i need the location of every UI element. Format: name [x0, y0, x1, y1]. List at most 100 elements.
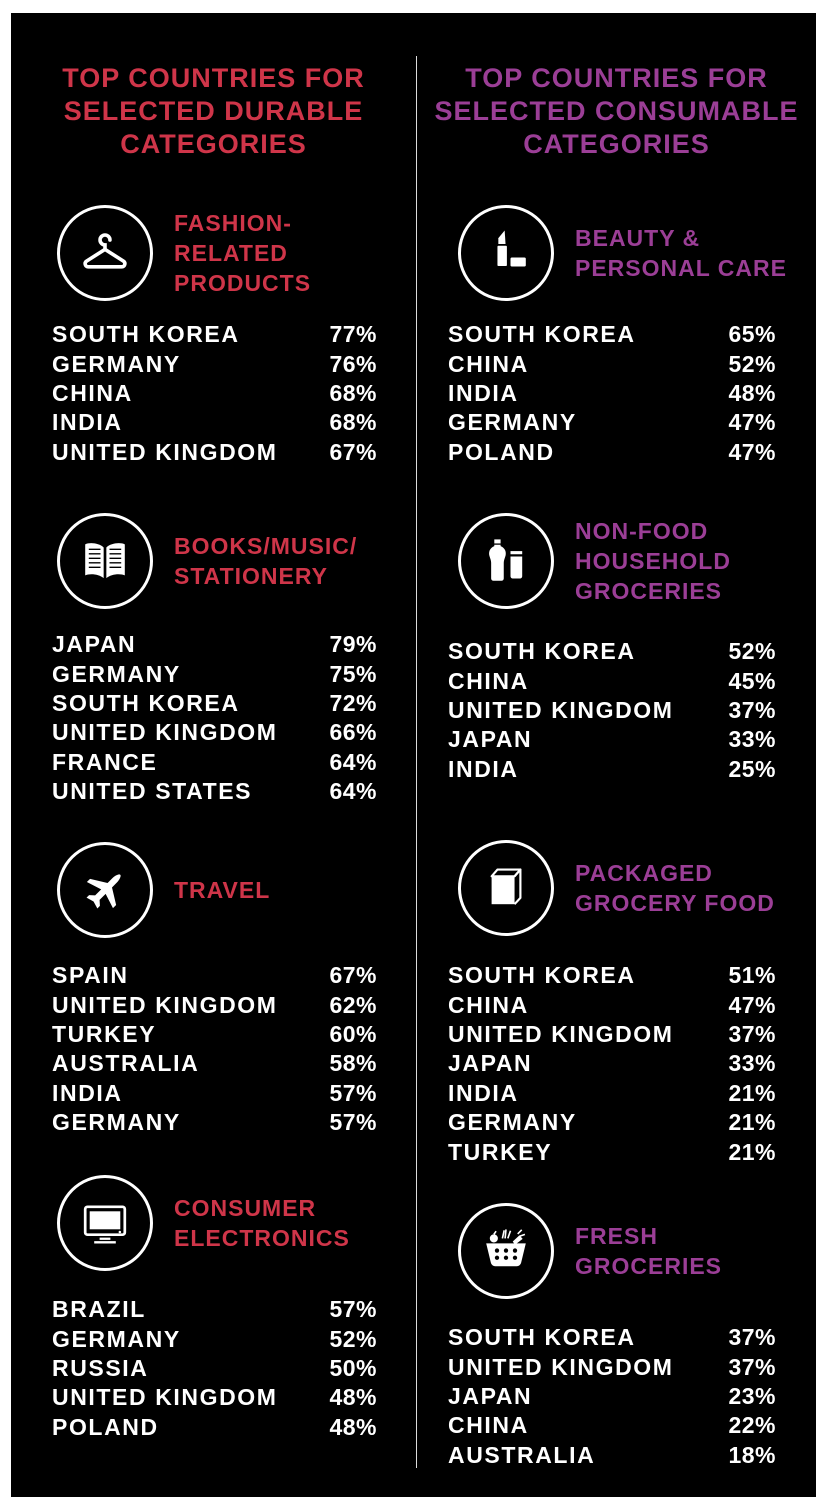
section-travel-header: TRAVEL — [57, 842, 387, 938]
consumable-column: TOP COUNTRIES FOR SELECTED CONSUMABLE CA… — [417, 13, 816, 1497]
country-name: SOUTH KOREA — [52, 321, 240, 348]
country-name: JAPAN — [448, 1050, 533, 1077]
country-percent: 48% — [728, 379, 776, 406]
country-percent: 48% — [329, 1413, 377, 1440]
country-percent: 47% — [728, 991, 776, 1018]
country-list-electronics: BRAZIL 57% GERMANY 52% RUSSIA 50% UNITED KINGD… — [52, 1295, 377, 1442]
country-row: TURKEY 21% — [448, 1137, 776, 1166]
country-name: GERMANY — [448, 1109, 577, 1136]
country-row: SOUTH KOREA 51% — [448, 961, 776, 990]
durable-column: TOP COUNTRIES FOR SELECTED DURABLE CATEG… — [11, 13, 416, 1497]
country-row: UNITED KINGDOM 48% — [52, 1383, 377, 1412]
country-row: CHINA 52% — [448, 349, 776, 378]
basket-icon — [458, 1203, 554, 1299]
country-name: SPAIN — [52, 962, 129, 989]
country-percent: 68% — [329, 379, 377, 406]
country-percent: 18% — [728, 1441, 776, 1468]
country-name: GERMANY — [52, 660, 181, 687]
country-name: GERMANY — [448, 409, 577, 436]
bottle-tube-icon — [458, 513, 554, 609]
country-percent: 21% — [728, 1138, 776, 1165]
category-label-books: BOOKS/MUSIC/ STATIONERY — [174, 533, 358, 589]
country-row: GERMANY 52% — [52, 1324, 377, 1353]
country-row: RUSSIA 50% — [52, 1354, 377, 1383]
hanger-icon — [57, 205, 153, 301]
country-name: CHINA — [52, 379, 133, 406]
country-percent: 60% — [329, 1020, 377, 1047]
category-label-travel: TRAVEL — [174, 877, 271, 903]
country-row: SOUTH KOREA 37% — [448, 1323, 776, 1352]
country-row: SOUTH KOREA 77% — [52, 320, 377, 349]
country-row: GERMANY 21% — [448, 1108, 776, 1137]
country-percent: 72% — [329, 689, 377, 716]
country-name: JAPAN — [52, 631, 137, 658]
country-row: POLAND 48% — [52, 1413, 377, 1442]
country-percent: 52% — [329, 1325, 377, 1352]
country-name: INDIA — [448, 755, 519, 782]
country-percent: 22% — [728, 1412, 776, 1439]
open-book-icon — [57, 513, 153, 609]
country-name: TURKEY — [448, 1138, 553, 1165]
country-percent: 57% — [329, 1296, 377, 1323]
country-row: JAPAN 33% — [448, 725, 776, 754]
country-percent: 37% — [728, 1020, 776, 1047]
country-name: INDIA — [52, 1079, 123, 1106]
country-name: CHINA — [448, 667, 529, 694]
category-label-beauty: BEAUTY & PERSONAL CARE — [575, 225, 787, 281]
country-name: INDIA — [52, 409, 123, 436]
country-row: GERMANY 75% — [52, 659, 377, 688]
section-nonfood-header: NON-FOOD HOUSEHOLD GROCERIES — [458, 513, 788, 609]
section-packaged-header: PACKAGED GROCERY FOOD — [458, 840, 788, 936]
country-name: TURKEY — [52, 1020, 157, 1047]
country-row: UNITED KINGDOM 62% — [52, 990, 377, 1019]
country-row: UNITED KINGDOM 37% — [448, 1020, 776, 1049]
country-percent: 37% — [728, 1324, 776, 1351]
country-percent: 65% — [728, 321, 776, 348]
country-list-fashion: SOUTH KOREA 77% GERMANY 76% CHINA 68% INDIA 68%… — [52, 320, 377, 467]
country-row: UNITED KINGDOM 66% — [52, 718, 377, 747]
infographic-panel: TOP COUNTRIES FOR SELECTED DURABLE CATEG… — [11, 13, 816, 1497]
section-books-header: BOOKS/MUSIC/ STATIONERY — [57, 513, 387, 609]
country-percent: 62% — [329, 991, 377, 1018]
tv-icon — [57, 1175, 153, 1271]
country-row: UNITED KINGDOM 67% — [52, 438, 377, 467]
country-row: GERMANY 76% — [52, 349, 377, 378]
consumable-column-title: TOP COUNTRIES FOR SELECTED CONSUMABLE CA… — [434, 63, 799, 159]
country-name: UNITED KINGDOM — [448, 696, 674, 723]
country-name: AUSTRALIA — [448, 1441, 596, 1468]
country-name: UNITED KINGDOM — [448, 1353, 674, 1380]
country-row: FRANCE 64% — [52, 748, 377, 777]
country-percent: 51% — [728, 962, 776, 989]
country-row: SOUTH KOREA 65% — [448, 320, 776, 349]
country-name: UNITED KINGDOM — [52, 1384, 278, 1411]
country-name: BRAZIL — [52, 1296, 146, 1323]
country-name: JAPAN — [448, 726, 533, 753]
country-percent: 21% — [728, 1109, 776, 1136]
country-percent: 47% — [728, 409, 776, 436]
country-name: SOUTH KOREA — [448, 1324, 636, 1351]
country-name: INDIA — [448, 1079, 519, 1106]
country-name: UNITED KINGDOM — [52, 719, 278, 746]
country-percent: 33% — [728, 726, 776, 753]
category-label-packaged: PACKAGED GROCERY FOOD — [575, 860, 775, 916]
country-name: GERMANY — [52, 1325, 181, 1352]
country-row: TURKEY 60% — [52, 1020, 377, 1049]
country-list-travel: SPAIN 67% UNITED KINGDOM 62% TURKEY 60% AUSTRA… — [52, 961, 377, 1137]
country-list-books: JAPAN 79% GERMANY 75% SOUTH KOREA 72% UNITED K… — [52, 630, 377, 806]
section-fashion-header: FASHION-RELATED PRODUCTS — [57, 205, 387, 301]
country-row: AUSTRALIA 18% — [448, 1441, 776, 1470]
country-name: SOUTH KOREA — [52, 689, 240, 716]
country-name: FRANCE — [52, 748, 158, 775]
country-row: CHINA 68% — [52, 379, 377, 408]
category-label-fresh: FRESH GROCERIES — [575, 1223, 723, 1279]
country-percent: 23% — [728, 1382, 776, 1409]
country-name: POLAND — [52, 1413, 159, 1440]
country-row: UNITED KINGDOM 37% — [448, 1352, 776, 1381]
country-row: CHINA 22% — [448, 1411, 776, 1440]
country-percent: 37% — [728, 1353, 776, 1380]
country-percent: 68% — [329, 409, 377, 436]
airplane-icon — [57, 842, 153, 938]
country-name: RUSSIA — [52, 1354, 149, 1381]
country-row: SPAIN 67% — [52, 961, 377, 990]
